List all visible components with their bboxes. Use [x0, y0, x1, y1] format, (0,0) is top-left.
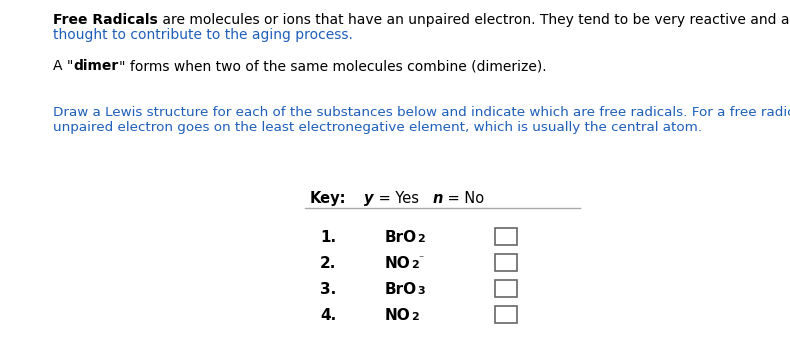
Text: Draw a Lewis structure for each of the substances below and indicate which are f: Draw a Lewis structure for each of the s… — [53, 106, 790, 119]
Text: 2: 2 — [411, 312, 419, 322]
Text: 4.: 4. — [320, 308, 337, 323]
Text: 1.: 1. — [320, 230, 336, 245]
Text: are molecules or ions that have an unpaired electron. They tend to be very react: are molecules or ions that have an unpai… — [158, 13, 790, 27]
Text: = No: = No — [443, 191, 484, 206]
Text: 3.: 3. — [320, 282, 337, 297]
Text: 2: 2 — [417, 234, 425, 244]
Text: ⁻: ⁻ — [419, 254, 423, 264]
Text: dimer: dimer — [73, 60, 118, 73]
Bar — [495, 306, 517, 323]
Bar — [495, 254, 517, 271]
Text: y: y — [364, 191, 374, 206]
Text: = Yes: = Yes — [374, 191, 419, 206]
Text: n: n — [433, 191, 443, 206]
Text: Free Radicals: Free Radicals — [53, 13, 158, 27]
Text: BrO: BrO — [385, 282, 417, 297]
Text: Key:: Key: — [310, 191, 347, 206]
Text: 3: 3 — [417, 286, 425, 296]
Text: A ": A " — [53, 60, 73, 73]
Text: 2: 2 — [411, 260, 419, 270]
Bar — [495, 280, 517, 297]
Text: unpaired electron goes on the least electronegative element, which is usually th: unpaired electron goes on the least elec… — [53, 121, 702, 134]
Bar — [495, 228, 517, 245]
Text: 2.: 2. — [320, 256, 337, 271]
Text: NO: NO — [385, 256, 411, 271]
Text: thought to contribute to the aging process.: thought to contribute to the aging proce… — [53, 28, 353, 42]
Text: NO: NO — [385, 308, 411, 323]
Text: " forms when two of the same molecules combine (dimerize).: " forms when two of the same molecules c… — [118, 60, 546, 73]
Text: BrO: BrO — [385, 230, 417, 245]
